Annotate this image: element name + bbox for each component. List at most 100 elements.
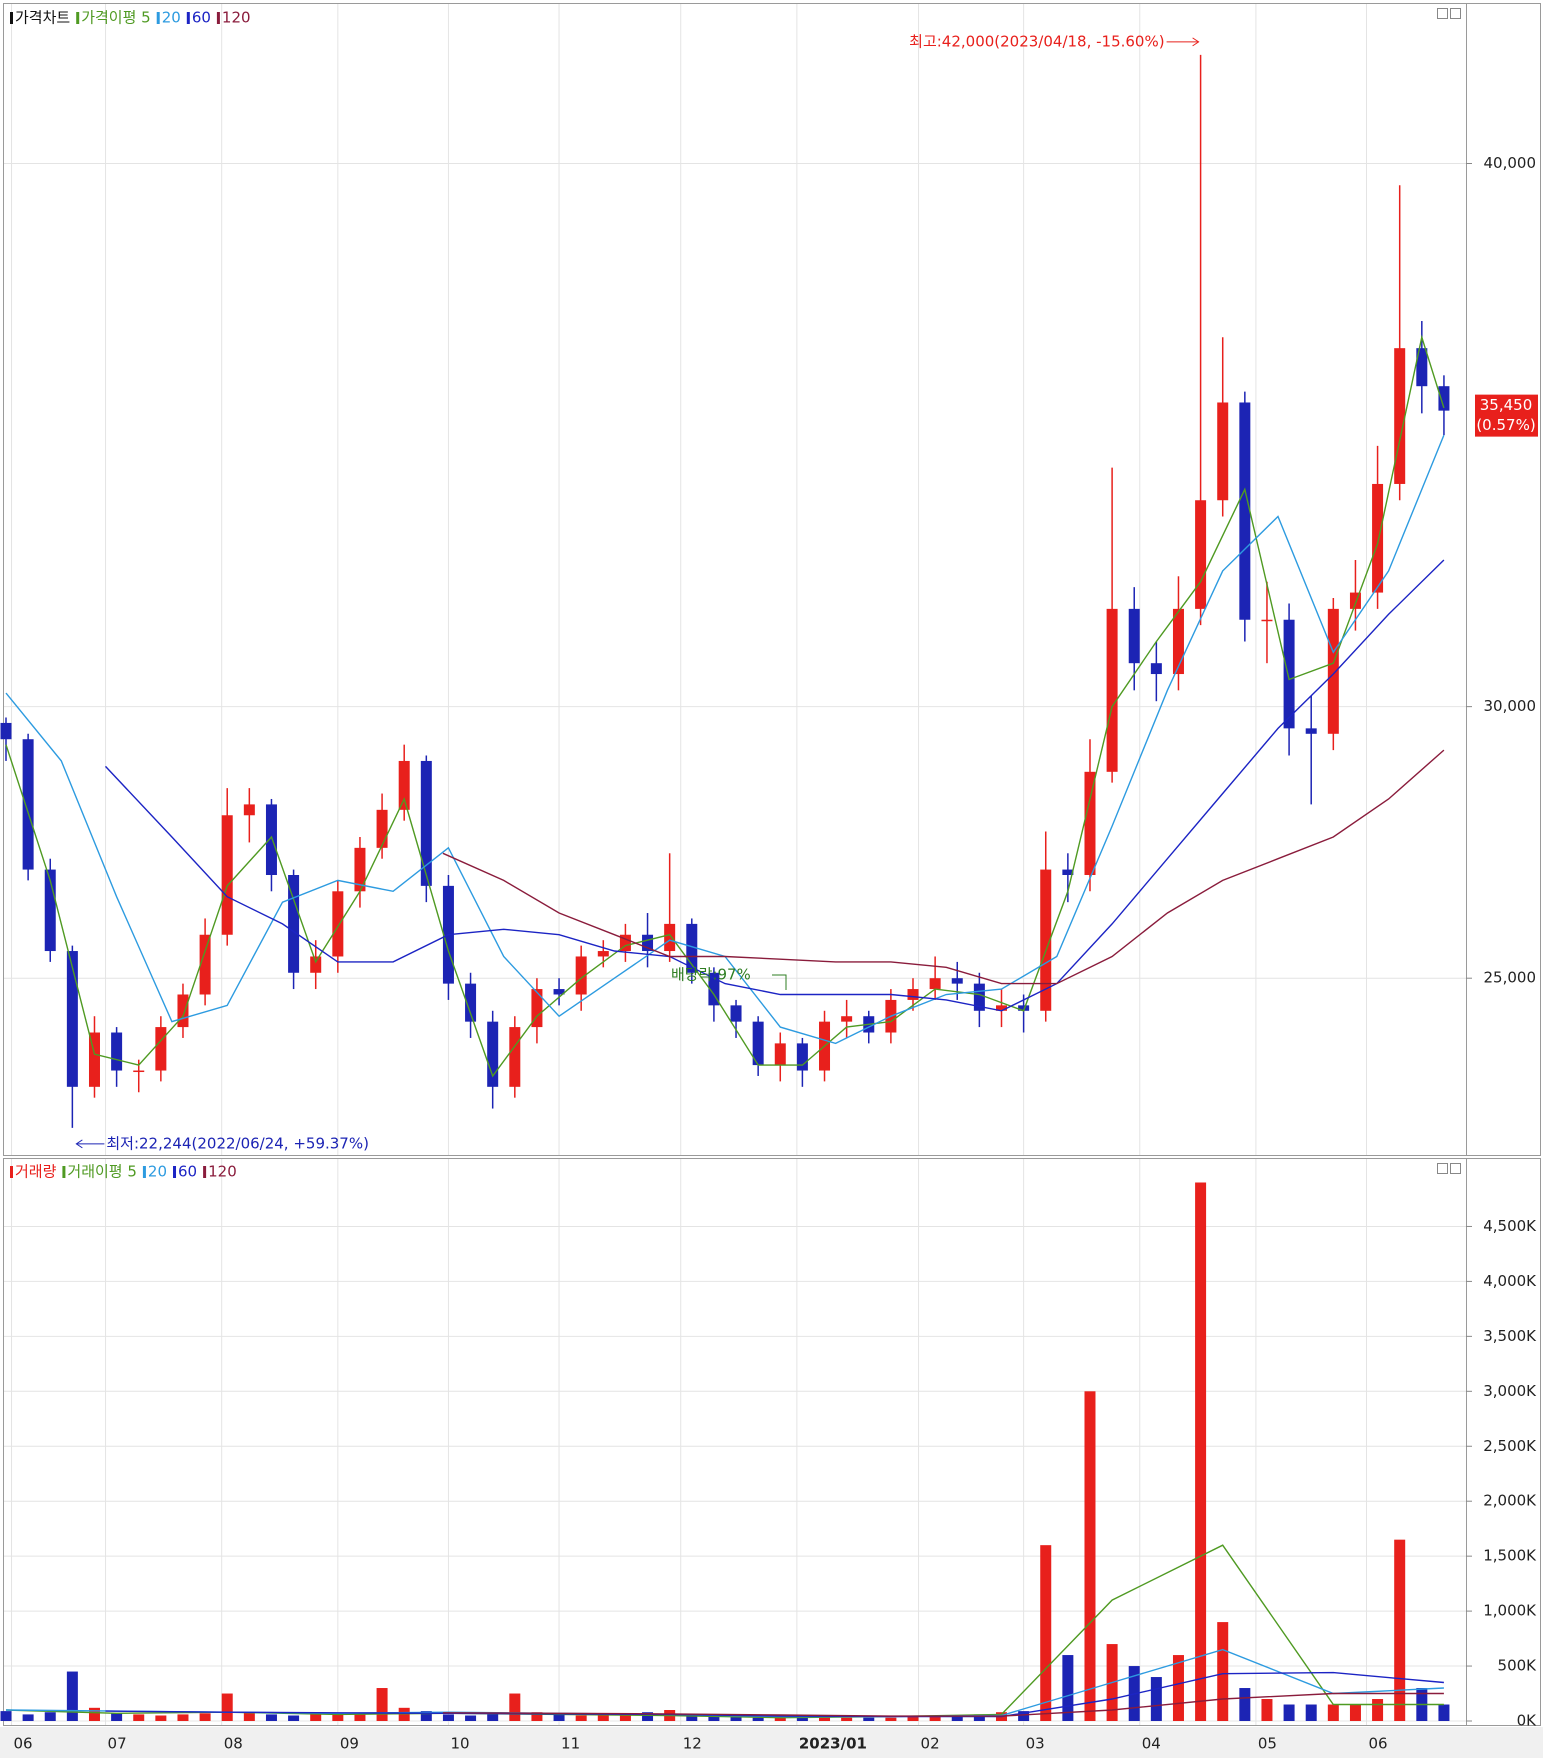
candle-body xyxy=(597,951,609,957)
candle-body xyxy=(796,1043,808,1071)
candle-body xyxy=(398,760,410,810)
y-tick-label: 3,000K xyxy=(1483,1382,1537,1400)
legend-marker xyxy=(10,1166,13,1178)
x-tick-label: 09 xyxy=(340,1735,359,1753)
volume-bar xyxy=(177,1714,189,1721)
candle-body xyxy=(1018,1005,1030,1011)
legend-label: 가격이평 5 xyxy=(81,9,151,27)
legend-label: 20 xyxy=(148,1163,167,1181)
candle-body xyxy=(774,1043,786,1066)
candle-body xyxy=(88,1032,100,1087)
x-tick-label: 2023/01 xyxy=(799,1735,867,1753)
y-tick-label: 500K xyxy=(1498,1657,1538,1675)
y-tick-label: 2,500K xyxy=(1483,1437,1537,1455)
candle-body xyxy=(376,809,388,848)
candle-body xyxy=(1283,619,1295,729)
low-annotation: 최저:22,244(2022/06/24, +59.37%) xyxy=(106,1134,369,1152)
candle-body xyxy=(22,739,34,870)
annotation-arrowhead xyxy=(75,1139,83,1149)
moving-average-line xyxy=(442,749,1445,985)
window-buttons[interactable] xyxy=(1437,8,1461,1174)
candle-body xyxy=(642,934,654,952)
candle-body xyxy=(1239,402,1251,620)
candle-body xyxy=(1261,619,1273,622)
y-tick-label: 4,500K xyxy=(1483,1217,1537,1235)
candle-body xyxy=(243,804,255,816)
volume-bar xyxy=(553,1714,565,1721)
volume-bar xyxy=(1150,1677,1162,1721)
moving-average-line xyxy=(104,559,1445,1012)
candle-body xyxy=(664,923,676,952)
candle-body xyxy=(1172,608,1184,675)
candle-body xyxy=(1106,608,1118,772)
button[interactable] xyxy=(1437,1163,1448,1174)
y-tick-label: 25,000 xyxy=(1484,969,1537,987)
candle-body xyxy=(929,978,941,990)
y-tick-label: 1,000K xyxy=(1483,1602,1537,1620)
volume-bar xyxy=(973,1714,985,1721)
volume-bar xyxy=(111,1713,123,1721)
volume-bar xyxy=(951,1716,963,1721)
legend-label: 60 xyxy=(192,9,211,27)
volume-bar xyxy=(243,1712,255,1721)
candle-body xyxy=(1349,592,1361,609)
candle-body xyxy=(310,956,322,973)
y-tick-label: 40,000 xyxy=(1484,154,1537,172)
ex-dividend-marker xyxy=(772,974,787,990)
legend-label: 20 xyxy=(162,9,181,27)
candle-body xyxy=(1084,771,1096,876)
y-tick-label: 30,000 xyxy=(1484,697,1537,715)
volume-bar xyxy=(1018,1711,1030,1721)
x-tick-label: 12 xyxy=(683,1735,702,1753)
volume-bar xyxy=(1084,1391,1096,1721)
candle-body xyxy=(951,978,963,984)
legend-label: 60 xyxy=(178,1163,197,1181)
volume-bar xyxy=(774,1717,786,1721)
volume-bar xyxy=(22,1714,34,1721)
legend-label: 가격차트 xyxy=(15,9,70,27)
legend-marker xyxy=(156,12,160,24)
button[interactable] xyxy=(1450,8,1461,19)
button[interactable] xyxy=(1450,1163,1461,1174)
y-tick-label: 4,000K xyxy=(1483,1272,1537,1290)
volume-bar xyxy=(619,1714,631,1721)
candle-body xyxy=(1438,386,1450,411)
current-change-label: (0.57%) xyxy=(1476,416,1535,434)
x-tick-label: 05 xyxy=(1258,1735,1277,1753)
candle-body xyxy=(531,989,543,1028)
volume-bar xyxy=(686,1714,698,1721)
volume-panel xyxy=(3,1158,1541,1726)
volume-bar xyxy=(863,1717,875,1721)
candle-body xyxy=(288,875,300,973)
volume-bar xyxy=(376,1688,388,1721)
volume-bar xyxy=(1062,1655,1074,1721)
volume-bar xyxy=(1305,1704,1317,1721)
candle-body xyxy=(995,1005,1007,1011)
high-annotation: 최고:42,000(2023/04/18, -15.60%) xyxy=(909,32,1164,50)
legend-label: 120 xyxy=(208,1163,237,1181)
volume-bar xyxy=(88,1707,100,1721)
y-tick-label: 0K xyxy=(1517,1712,1538,1730)
moving-average-line xyxy=(442,1692,1444,1717)
annotation-arrowhead xyxy=(1192,37,1200,47)
legend-label: 120 xyxy=(222,9,251,27)
candle-body xyxy=(0,722,12,740)
candle-body xyxy=(133,1070,145,1073)
legend-marker xyxy=(76,12,80,24)
volume-bar xyxy=(420,1711,432,1721)
moving-average-line xyxy=(5,334,1445,1078)
legend-label: 거래량 xyxy=(15,1163,57,1181)
x-tick-label: 06 xyxy=(14,1735,33,1753)
candle-body xyxy=(752,1021,764,1066)
volume-bar xyxy=(907,1716,919,1721)
volume-bar xyxy=(221,1693,233,1721)
volume-bar xyxy=(1349,1704,1361,1721)
volume-bar xyxy=(1040,1545,1052,1721)
volume-bar xyxy=(796,1717,808,1721)
candle-body xyxy=(708,972,720,1006)
volume-bar xyxy=(1327,1704,1339,1721)
volume-bar xyxy=(708,1715,720,1721)
button[interactable] xyxy=(1437,8,1448,19)
candle-body xyxy=(221,815,233,935)
